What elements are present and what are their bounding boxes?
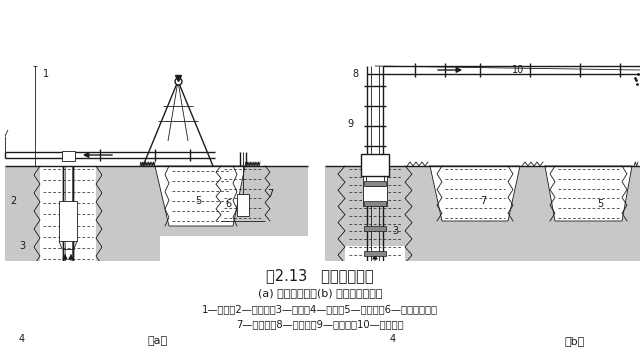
Text: 5: 5 [597,199,603,209]
Bar [364,301,386,306]
Bar [62,151,75,161]
Text: 7: 7 [267,189,273,199]
Text: 10: 10 [512,65,524,75]
Text: 1: 1 [43,69,49,79]
Polygon shape [5,166,40,329]
Text: 7—泥浆池；8—砂石泵；9—抽渣管；10—排渣胶管: 7—泥浆池；8—砂石泵；9—抽渣管；10—排渣胶管 [236,319,404,329]
Polygon shape [545,166,632,221]
Bar [361,154,389,176]
Text: 3: 3 [392,226,398,236]
Text: 5: 5 [195,196,201,206]
Bar [237,194,249,216]
Polygon shape [54,294,82,317]
Text: 9: 9 [347,119,353,129]
Polygon shape [135,166,265,236]
Polygon shape [430,166,520,221]
Text: 1—钻杆；2—送水管；3—主机；4—钻头；5—沉淀池；6—潜水泥浆泵；: 1—钻杆；2—送水管；3—主机；4—钻头；5—沉淀池；6—潜水泥浆泵； [202,304,438,314]
Text: 6: 6 [225,199,231,209]
Text: （a）: （a） [148,336,168,346]
Bar [364,201,386,206]
Bar [366,166,384,186]
Text: （b）: （b） [565,336,585,346]
Text: 4: 4 [390,334,396,344]
Bar [363,176,387,206]
Polygon shape [325,166,640,246]
Polygon shape [371,334,379,344]
Text: 3: 3 [19,241,25,251]
Polygon shape [62,309,74,319]
Polygon shape [405,166,640,336]
Text: 7: 7 [480,196,486,206]
Text: 4: 4 [19,334,25,344]
Bar [364,251,386,256]
Bar [0,261,640,361]
Bar [59,201,77,241]
Bar [5,166,27,329]
Polygon shape [155,166,245,226]
Bar [364,181,386,186]
Polygon shape [325,166,345,346]
Text: (a) 正循环排渣；(b) 泵举反循环排渣: (a) 正循环排渣；(b) 泵举反循环排渣 [258,288,382,298]
Polygon shape [245,166,308,236]
Text: 图2.13   循环排渣方法: 图2.13 循环排渣方法 [266,269,374,283]
Polygon shape [96,166,160,319]
Text: 2: 2 [10,196,16,206]
Polygon shape [363,306,387,332]
Bar [364,226,386,231]
Text: 8: 8 [352,69,358,79]
Bar [364,276,386,281]
